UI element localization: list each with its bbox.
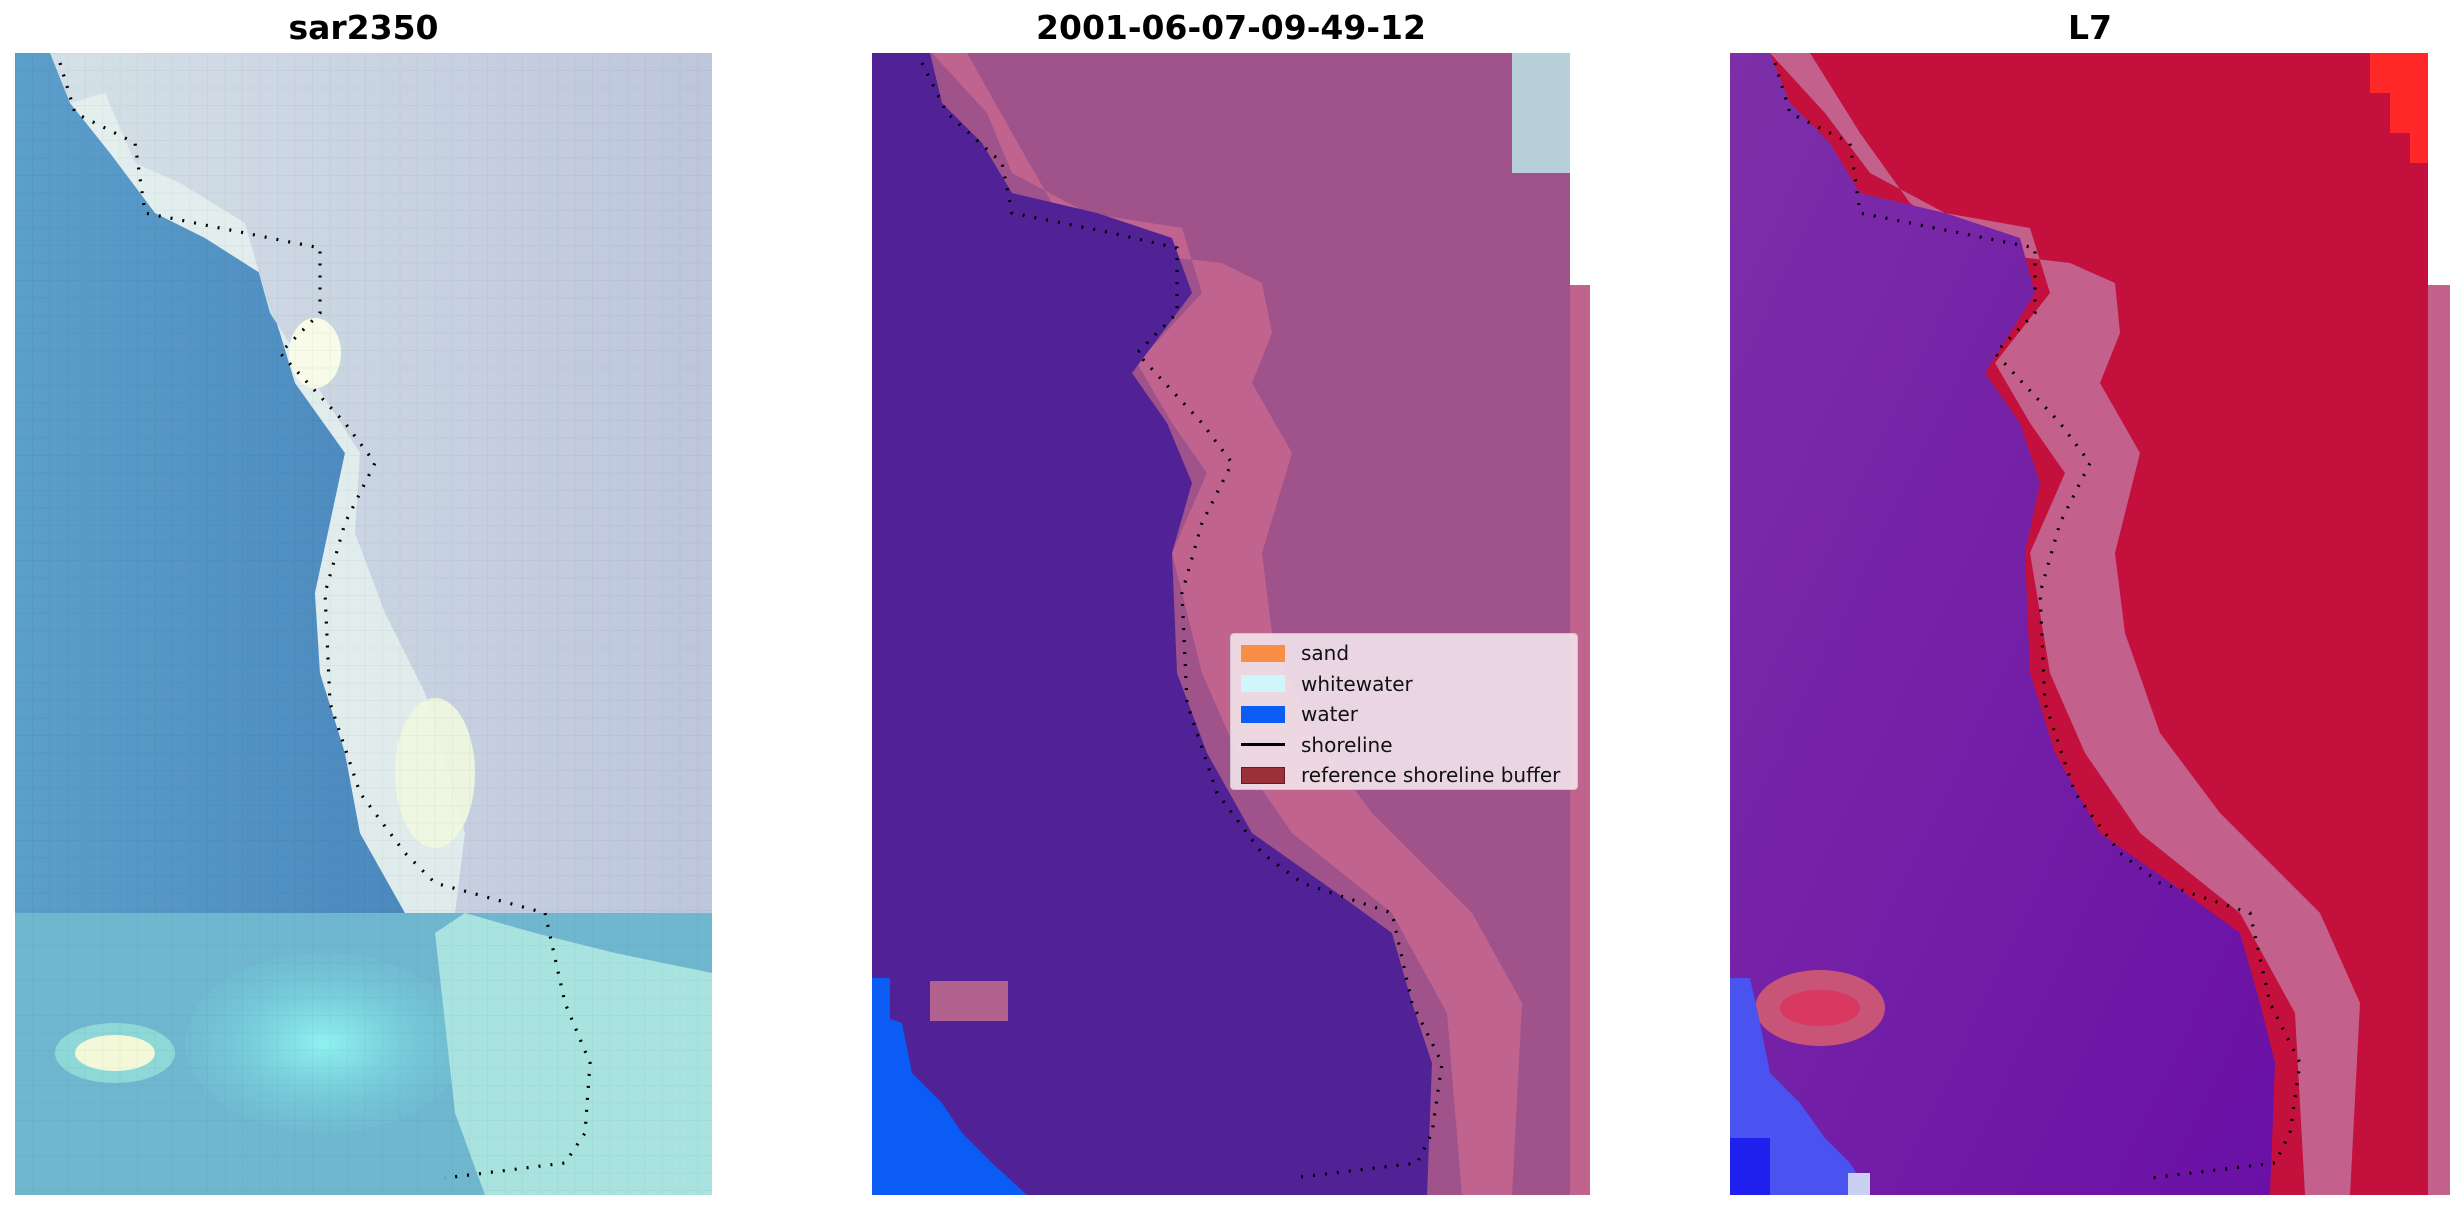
legend-label-whitewater: whitewater — [1301, 671, 1413, 696]
panel-title-sar2350: sar2350 — [288, 8, 439, 47]
legend-item-shoreline: shoreline — [1241, 730, 1577, 761]
legend-label-water: water — [1301, 702, 1358, 727]
legend-label-shoreline: shoreline — [1301, 732, 1393, 757]
classification-image — [872, 53, 1590, 1195]
legend-item-whitewater: whitewater — [1241, 669, 1577, 700]
l7-bright-corner — [2370, 53, 2428, 163]
shoreline-swatch — [1241, 743, 1285, 747]
legend: sand whitewater water shoreline referenc… — [1230, 633, 1578, 790]
rgb-image — [15, 53, 712, 1195]
legend-item-sand: sand — [1241, 638, 1577, 669]
l7-index-image — [1730, 53, 2450, 1195]
legend-label-sand: sand — [1301, 641, 1350, 666]
class-ocean-water — [872, 1013, 1027, 1195]
shoreline — [920, 62, 1444, 1180]
shoreline — [1773, 62, 2302, 1180]
whitewater-swatch — [1241, 675, 1285, 693]
l7-water-region — [1730, 53, 2275, 1195]
classification-panel — [872, 53, 1590, 1195]
class-water-region — [872, 53, 1432, 1195]
buffer-swatch — [1241, 766, 1285, 784]
legend-label-buffer: reference shoreline buffer — [1301, 763, 1561, 788]
reference-buffer-band — [932, 53, 1522, 1195]
shoreline — [58, 62, 592, 1180]
l7-transition-band — [1770, 53, 2360, 1195]
buffer-edge-strip — [1570, 285, 1590, 1195]
whitewater-corner — [1512, 53, 1570, 173]
water-swatch — [1241, 705, 1285, 723]
rgb-image-panel — [15, 53, 712, 1195]
l7-edge-strip — [2428, 285, 2450, 1195]
class-sand-patch — [930, 981, 1008, 1021]
panel-title-classification: 2001-06-07-09-49-12 — [1036, 8, 1426, 47]
sand-swatch — [1241, 644, 1285, 662]
legend-item-buffer: reference shoreline buffer — [1241, 760, 1577, 791]
panel-title-l7: L7 — [2068, 8, 2112, 47]
legend-item-water: water — [1241, 699, 1577, 730]
l7-index-panel — [1730, 53, 2450, 1195]
